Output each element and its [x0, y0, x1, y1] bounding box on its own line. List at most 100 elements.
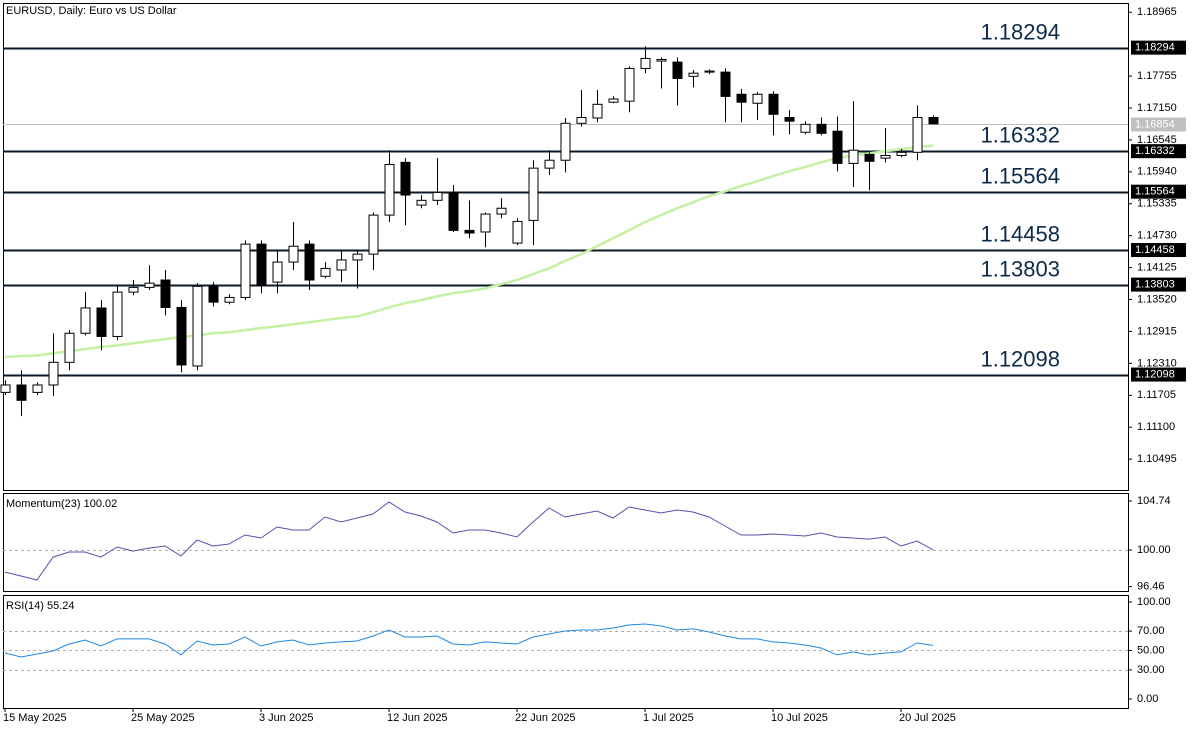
candle-body: [448, 191, 459, 231]
candle-body: [736, 93, 747, 103]
candle-body: [896, 151, 907, 156]
candle-body: [576, 116, 587, 124]
candle-body: [176, 306, 187, 366]
y-tick-label: 1.10495: [1137, 453, 1177, 465]
y-tick-label: 100.00: [1137, 596, 1171, 608]
indicator-line: [4, 501, 934, 581]
y-tick-label: 0.00: [1137, 693, 1158, 705]
candle-body: [224, 296, 235, 303]
candle-body: [656, 58, 667, 62]
candle-body: [816, 123, 827, 134]
y-tick-label: 1.15940: [1137, 166, 1177, 178]
x-tick-label: 15 May 2025: [3, 712, 67, 724]
current-price-label: 1.16854: [1135, 118, 1175, 130]
current-price-box: [1131, 117, 1186, 132]
level-price-box: [1131, 184, 1186, 199]
candle-body: [384, 163, 395, 216]
y-tick-label: 1.15335: [1137, 198, 1177, 210]
candle-body: [592, 103, 603, 119]
candle-body: [784, 116, 795, 122]
candle-body: [320, 267, 331, 277]
x-tick-label: 3 Jun 2025: [259, 712, 313, 724]
candle-body: [208, 285, 219, 303]
level-price-label: 1.16332: [1135, 145, 1175, 157]
candle-body: [704, 70, 715, 73]
candle-body: [112, 291, 123, 337]
candle-body: [480, 213, 491, 233]
y-tick-label: 1.11100: [1137, 421, 1175, 433]
level-label: 1.12098: [980, 346, 1060, 371]
momentum-title: Momentum(23) 100.02: [6, 498, 117, 510]
y-tick-label: 30.00: [1137, 664, 1165, 676]
level-label: 1.16332: [980, 122, 1060, 147]
y-tick-label: 100.00: [1137, 544, 1171, 556]
candle-body: [160, 279, 171, 308]
level-price-box: [1131, 367, 1186, 382]
level-price-label: 1.12098: [1135, 368, 1175, 380]
candle-body: [0, 384, 11, 393]
level-price-label: 1.13803: [1135, 279, 1175, 291]
x-tick-label: 12 Jun 2025: [387, 712, 448, 724]
x-tick-label: 25 May 2025: [131, 712, 195, 724]
candle-body: [464, 229, 475, 234]
candle-body: [544, 159, 555, 169]
candle-body: [528, 167, 539, 221]
x-tick-label: 1 Jul 2025: [643, 712, 694, 724]
candle-body: [912, 116, 923, 153]
momentum-panel: [3, 493, 1129, 592]
candle-body: [432, 191, 443, 201]
y-tick-label: 1.14125: [1137, 262, 1177, 274]
candle-body: [512, 220, 523, 244]
candle-body: [144, 282, 155, 288]
candle-body: [128, 286, 139, 293]
candle-body: [608, 98, 619, 103]
y-tick-label: 96.46: [1137, 581, 1165, 593]
price-panel: [3, 3, 1129, 491]
candle-body: [16, 384, 27, 401]
rsi-panel: [3, 595, 1129, 709]
x-tick-label: 10 Jul 2025: [771, 712, 828, 724]
candle-body: [672, 61, 683, 79]
y-tick-label: 1.11705: [1137, 389, 1176, 401]
candle-body: [640, 57, 651, 69]
moving-average: [4, 144, 934, 359]
candle-body: [800, 123, 811, 133]
candle-body: [96, 307, 107, 337]
candle-body: [64, 332, 75, 363]
candle-body: [336, 259, 347, 271]
level-price-box: [1131, 243, 1186, 258]
y-tick-label: 1.12915: [1137, 325, 1177, 337]
candle-body: [272, 261, 283, 283]
candle-body: [288, 245, 299, 263]
candle-body: [928, 116, 939, 125]
y-tick-label: 1.16545: [1137, 134, 1177, 146]
candle-body: [752, 93, 763, 104]
level-price-box: [1131, 40, 1186, 55]
level-label: 1.18294: [980, 19, 1060, 44]
candle-body: [768, 93, 779, 115]
y-tick-label: 104.74: [1137, 495, 1171, 507]
candle-body: [400, 161, 411, 196]
candle-body: [496, 207, 507, 215]
y-tick-label: 1.17150: [1137, 102, 1177, 114]
indicator-line: [4, 623, 934, 658]
y-tick-label: 70.00: [1137, 625, 1165, 637]
candle-body: [688, 72, 699, 77]
x-tick-label: 22 Jun 2025: [515, 712, 576, 724]
y-tick-label: 1.18965: [1137, 6, 1177, 18]
level-price-label: 1.15564: [1135, 186, 1175, 198]
candle-body: [32, 384, 43, 393]
candle-body: [192, 285, 203, 367]
level-price-label: 1.14458: [1135, 244, 1175, 256]
y-tick-label: 1.14730: [1137, 230, 1177, 242]
candle-body: [48, 361, 59, 386]
candle-body: [560, 122, 571, 161]
level-price-label: 1.18294: [1135, 42, 1175, 54]
candle-body: [80, 307, 91, 334]
x-tick-label: 20 Jul 2025: [899, 712, 956, 724]
y-tick-label: 1.13520: [1137, 293, 1177, 305]
candle-body: [832, 130, 843, 164]
candle-body: [624, 67, 635, 102]
